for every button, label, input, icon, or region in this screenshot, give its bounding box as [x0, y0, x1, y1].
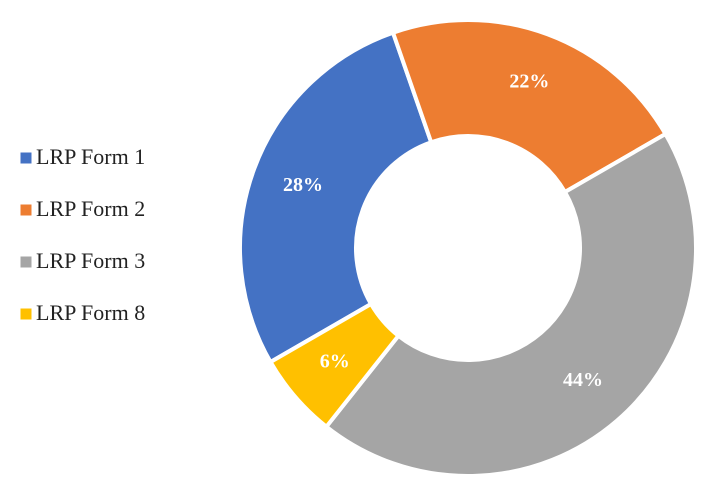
legend-swatch — [19, 255, 33, 269]
slice-label: 44% — [563, 369, 603, 391]
legend-text: LRP Form 8 — [36, 300, 145, 325]
legend-text: LRP Form 2 — [36, 196, 145, 221]
donut-slice — [323, 131, 698, 478]
donut-slice — [267, 301, 402, 430]
legend-text: LRP Form 3 — [36, 248, 145, 273]
slice-label: 22% — [509, 71, 549, 93]
legend-swatch — [19, 151, 33, 165]
donut-slice — [238, 30, 434, 365]
legend-swatch — [19, 203, 33, 217]
legend-text: LRP Form 1 — [36, 144, 145, 169]
slice-label: 6% — [320, 351, 350, 373]
legend-swatch — [19, 307, 33, 321]
donut-slice — [390, 18, 669, 195]
slice-label: 28% — [283, 174, 323, 196]
